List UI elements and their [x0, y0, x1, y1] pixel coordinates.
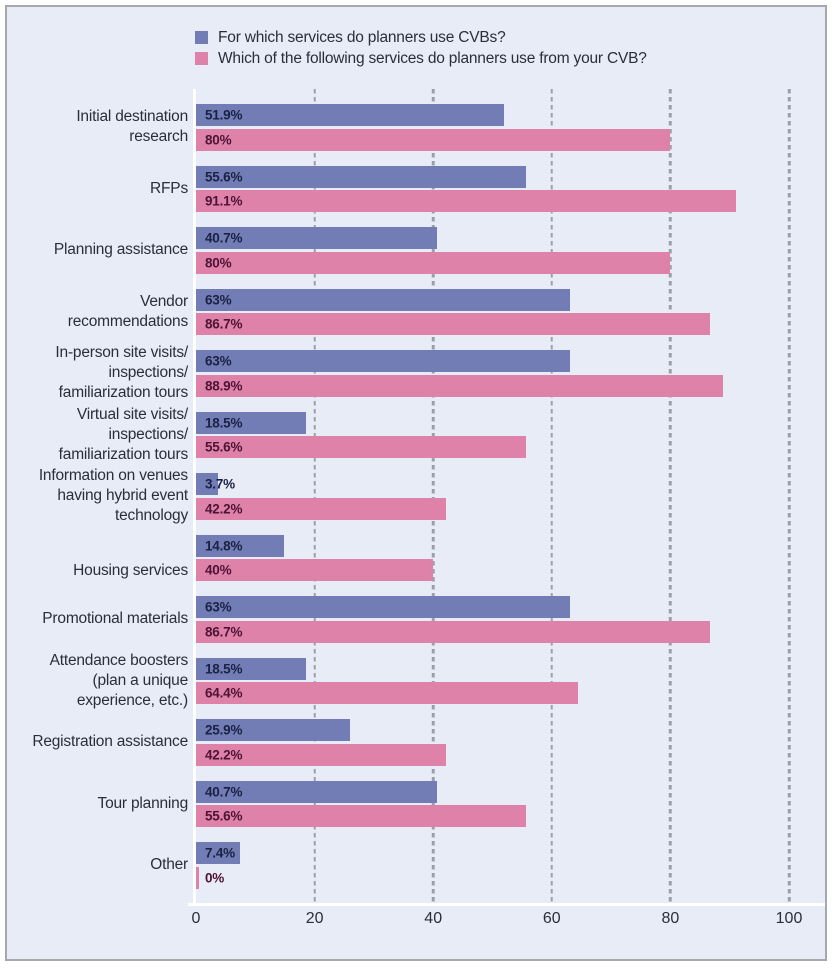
bar-value-label: 55.6%: [205, 439, 243, 455]
services-from-your-cvb-bar: 86.7%: [196, 313, 711, 335]
category-label: RFPs: [150, 179, 188, 197]
bar-value-label: 40%: [205, 562, 232, 578]
bar-value-label: 91.1%: [205, 193, 243, 209]
bar-value-label: 86.7%: [205, 624, 243, 639]
services-from-your-cvb-bar: 42.2%: [196, 743, 447, 766]
services-from-your-cvb-bar: 40%: [196, 559, 434, 581]
planners-use-cvbs-bar: 40.7%: [196, 227, 438, 249]
chart-legend: For which services do planners use CVBs?…: [195, 27, 647, 69]
bar-value-label: 7.4%: [205, 845, 235, 861]
x-tick-label: 80: [661, 910, 680, 927]
category-label: Initial destination research: [76, 108, 188, 146]
category-label: Tour planning: [97, 794, 189, 812]
bar-value-label: 42.2%: [205, 747, 243, 762]
category-label: Attendance boosters (plan a unique exper…: [49, 651, 189, 709]
services-from-your-cvb-bar: 80%: [196, 128, 671, 151]
bar-value-label: 18.5%: [205, 661, 243, 676]
services-from-your-cvb-bar: 88.9%: [196, 374, 724, 397]
bar-value-label: 25.9%: [205, 722, 243, 738]
bar-value-label: 80%: [205, 255, 232, 270]
bar-value-label: 86.7%: [205, 316, 243, 332]
bar-value-label: 88.9%: [205, 378, 243, 393]
bar-value-label: 18.5%: [205, 415, 243, 430]
services-from-your-cvb-bar: 55.6%: [196, 805, 526, 827]
x-tick-label: 100: [775, 910, 803, 927]
bar-value-label: 51.9%: [205, 107, 243, 123]
gridline-40: [431, 89, 435, 903]
bar-value-label: 63%: [205, 353, 232, 369]
gridline-20: [313, 89, 316, 903]
bar-value-label: 63%: [205, 292, 232, 307]
planners-use-cvbs-bar: 63%: [196, 596, 570, 618]
services-from-your-cvb-bar: 64.4%: [196, 682, 578, 704]
gridline-100: [787, 89, 791, 903]
chart-panel: For which services do planners use CVBs?…: [5, 5, 827, 961]
legend-swatch-blue-icon: [195, 31, 208, 44]
legend-item-services-from-cvb: Which of the following services do plann…: [195, 48, 647, 69]
x-axis-line: [188, 903, 825, 906]
gridline-60: [550, 89, 554, 903]
bar-value-label: 0%: [205, 870, 225, 885]
bar-value-label: 14.8%: [205, 538, 243, 553]
planners-use-cvbs-bar: 7.4%: [196, 842, 240, 864]
planners-use-cvbs-bar: 18.5%: [196, 411, 306, 434]
bar-value-label: 64.4%: [205, 685, 243, 701]
bar-value-label: 3.7%: [205, 476, 235, 492]
category-label: Virtual site visits/ inspections/ famili…: [58, 405, 189, 463]
category-label: Vendor recommendations: [67, 292, 188, 330]
services-from-your-cvb-bar: 91.1%: [196, 190, 737, 212]
legend-label: Which of the following services do plann…: [218, 49, 647, 67]
services-from-your-cvb-bar: 0%: [196, 866, 224, 889]
plot-area: [193, 89, 791, 903]
category-label: In-person site visits/ inspections/ fami…: [55, 344, 188, 402]
x-tick-label: 20: [305, 910, 324, 927]
planners-use-cvbs-bar: 14.8%: [196, 534, 284, 557]
y-axis-line: [193, 89, 196, 903]
legend-label: For which services do planners use CVBs?: [218, 28, 506, 46]
bar-value-label: 40.7%: [205, 230, 243, 246]
x-tick-label: 60: [542, 910, 561, 927]
gridline-80: [669, 89, 672, 903]
x-tick-label: 40: [424, 910, 443, 927]
bar-value-label: 63%: [205, 599, 232, 615]
planners-use-cvbs-bar: 25.9%: [196, 719, 350, 741]
services-from-your-cvb-bar: 86.7%: [196, 620, 711, 643]
category-label: Housing services: [73, 561, 188, 579]
category-label: Planning assistance: [53, 241, 188, 259]
bar-value-label: 55.6%: [205, 169, 243, 184]
bar-value-label: 42.2%: [205, 501, 243, 516]
bar-value-label: 80%: [205, 132, 232, 147]
planners-use-cvbs-bar: 55.6%: [196, 165, 526, 188]
category-label: Registration assistance: [32, 733, 188, 751]
planners-use-cvbs-bar: 63%: [196, 288, 570, 311]
services-from-your-cvb-bar: 42.2%: [196, 497, 447, 520]
services-from-your-cvb-bar: 80%: [196, 251, 671, 274]
legend-item-planners-use-cvbs: For which services do planners use CVBs?: [195, 27, 647, 48]
bar-value-label: 55.6%: [205, 808, 243, 824]
planners-use-cvbs-bar: 51.9%: [196, 104, 504, 126]
legend-swatch-pink-icon: [195, 52, 208, 65]
category-label: Promotional materials: [42, 610, 188, 628]
planners-use-cvbs-bar: 3.7%: [196, 473, 235, 495]
planners-use-cvbs-bar: 63%: [196, 350, 570, 372]
category-label: Information on venues having hybrid even…: [38, 467, 188, 525]
planners-use-cvbs-bar: 18.5%: [196, 657, 306, 680]
services-from-your-cvb-bar: 55.6%: [196, 436, 526, 458]
category-label: Other: [150, 856, 188, 874]
x-tick-label: 0: [191, 910, 201, 927]
planners-use-cvbs-bar: 40.7%: [196, 780, 438, 803]
bar-value-label: 40.7%: [205, 784, 243, 799]
